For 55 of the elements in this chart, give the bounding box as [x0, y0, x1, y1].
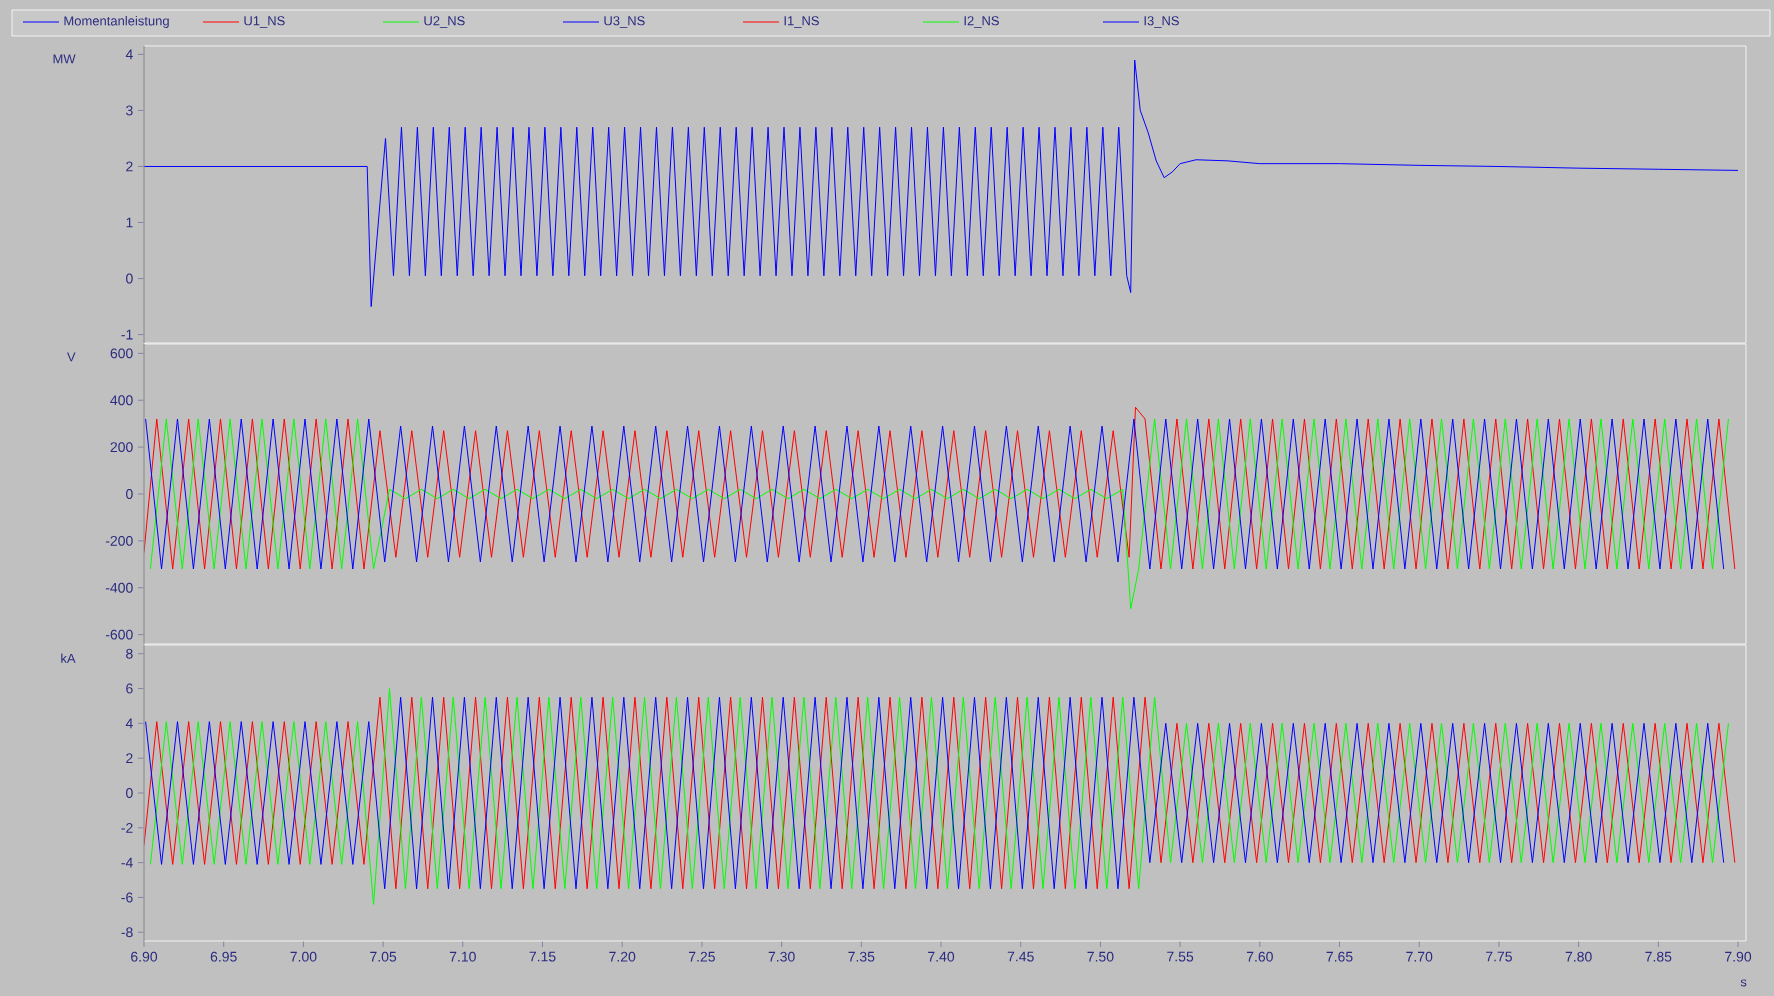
y-tick-label: 200 [110, 442, 133, 453]
x-tick-label: 7.05 [370, 951, 397, 962]
legend-label: U1_NS [244, 16, 285, 28]
y-tick-label: 3 [126, 105, 133, 116]
x-tick-label: 7.85 [1645, 951, 1672, 962]
x-tick-label: 7.35 [848, 951, 875, 962]
x-tick-label: 6.95 [210, 951, 237, 962]
y-tick-label: 0 [126, 489, 133, 499]
y-tick-label: 0 [126, 788, 133, 798]
x-tick-label: 7.15 [529, 951, 556, 962]
y-tick-label: 2 [126, 161, 133, 172]
x-tick-label: 7.80 [1565, 951, 1592, 962]
x-tick-label: 7.00 [290, 951, 317, 962]
y-tick-label: 400 [110, 395, 133, 406]
x-axis-title: s [1740, 979, 1747, 987]
y-tick-label: -1 [121, 329, 133, 340]
x-tick-label: 7.55 [1167, 951, 1194, 962]
legend-label: I3_NS [1144, 16, 1179, 28]
x-tick-label: 7.65 [1326, 951, 1353, 962]
y-tick-label: 8 [126, 648, 133, 659]
legend-label: U3_NS [604, 16, 645, 28]
y-axis-title: MW [53, 54, 76, 64]
y-tick-label: -600 [105, 629, 133, 640]
legend-label: U2_NS [424, 16, 465, 28]
x-tick-label: 7.20 [609, 951, 636, 962]
x-tick-label: 7.50 [1087, 951, 1114, 962]
x-tick-label: 7.45 [1007, 951, 1034, 962]
y-tick-label: 0 [126, 273, 133, 284]
y-tick-label: 2 [126, 753, 133, 764]
y-tick-label: -6 [121, 892, 133, 903]
y-tick-label: 600 [110, 348, 133, 359]
legend-label: I1_NS [784, 16, 819, 28]
x-tick-label: 6.90 [131, 951, 158, 962]
y-tick-label: -4 [121, 857, 133, 868]
y-tick-label: -200 [105, 535, 133, 546]
y-tick-label: -2 [121, 822, 133, 833]
x-tick-label: 7.75 [1486, 951, 1512, 962]
y-tick-label: -8 [121, 927, 133, 938]
x-tick-label: 7.10 [449, 951, 476, 962]
y-tick-label: 1 [126, 217, 133, 228]
y-axis-title: V [67, 352, 76, 362]
x-tick-label: 7.30 [768, 951, 795, 962]
x-tick-label: 7.25 [689, 951, 715, 962]
x-tick-label: 7.70 [1406, 951, 1433, 962]
y-tick-label: -400 [105, 582, 133, 593]
y-axis-title: kA [61, 653, 76, 663]
x-tick-label: 7.40 [928, 951, 955, 962]
x-tick-label: 7.60 [1246, 951, 1273, 962]
legend-label: I2_NS [964, 16, 999, 28]
y-tick-label: 4 [125, 718, 133, 729]
x-tick-label: 7.90 [1725, 951, 1752, 962]
y-tick-label: 4 [125, 49, 133, 60]
line-series [149, 418, 1729, 610]
legend-label: Momentanleistung [64, 15, 169, 29]
y-tick-label: 6 [126, 683, 133, 694]
